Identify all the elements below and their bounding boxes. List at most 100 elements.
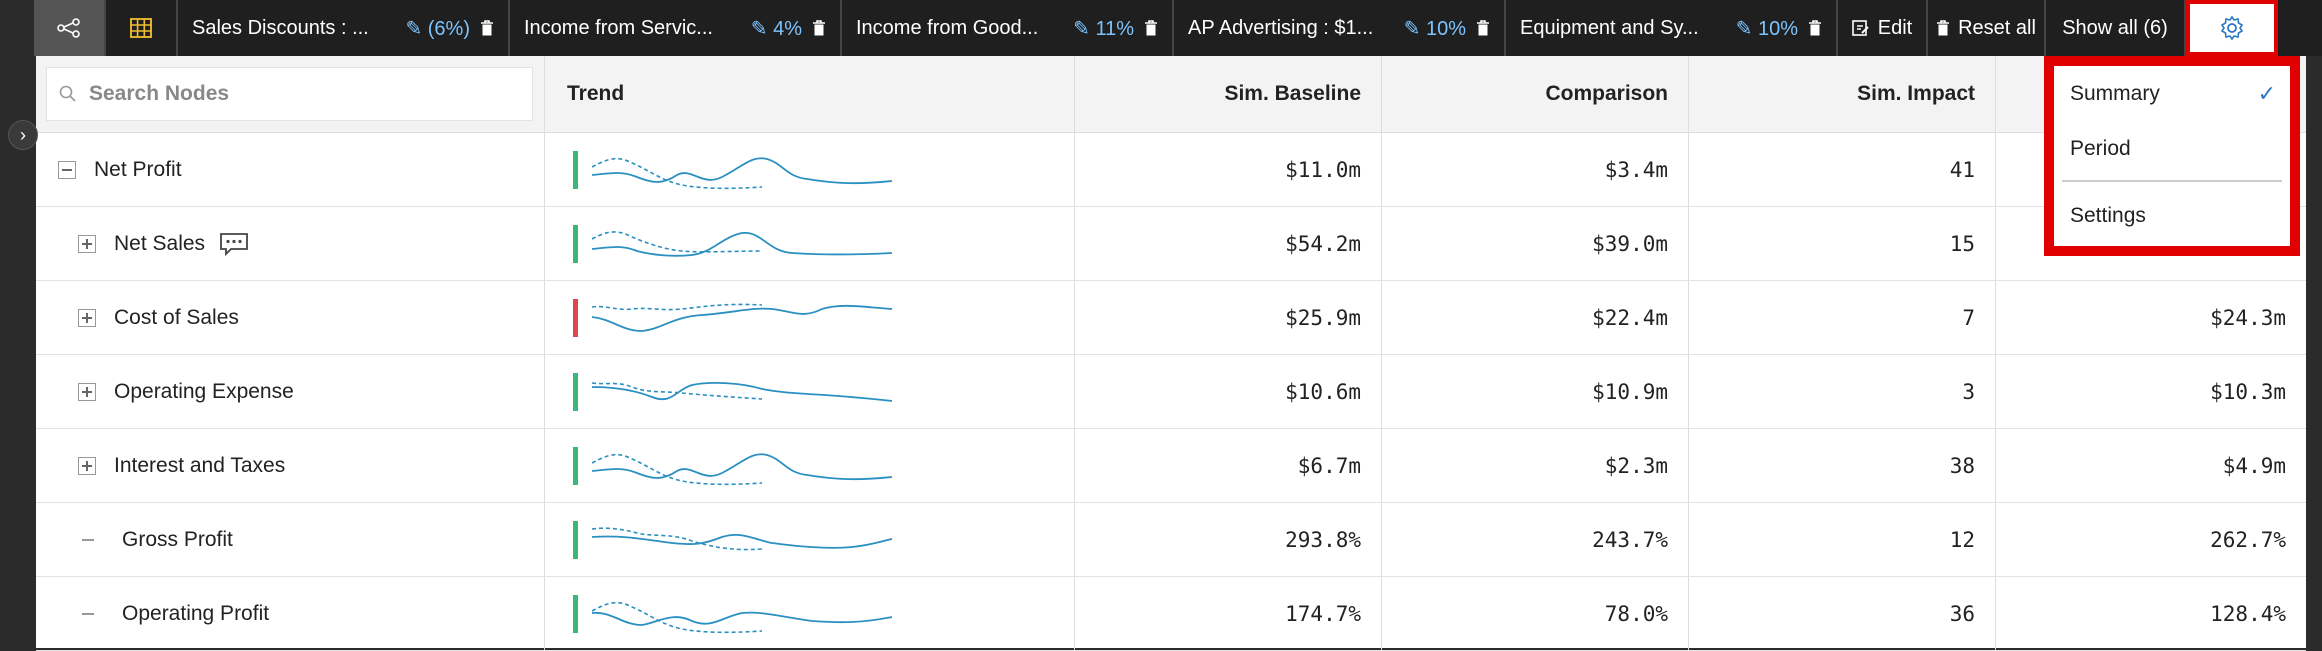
menu-item-settings-label: Settings: [2070, 203, 2146, 227]
trend-cell: [545, 429, 1075, 502]
table-row[interactable]: Net Sales $54.2m $39.0m 15: [36, 207, 2306, 281]
extra-value: $10.3m: [2210, 379, 2286, 404]
search-input[interactable]: Search Nodes: [46, 67, 533, 121]
baseline-value: $54.2m: [1075, 207, 1382, 280]
graph-view-button[interactable]: [34, 0, 106, 56]
extra-value: 128.4%: [2210, 601, 2286, 626]
scenario-chip[interactable]: Equipment and Sy... ✎ 10%: [1506, 0, 1838, 56]
impact-value: 12: [1689, 503, 1996, 576]
search-placeholder: Search Nodes: [89, 82, 230, 105]
search-icon: [59, 85, 76, 102]
left-panel-strip: [0, 0, 34, 648]
sparkline: [592, 156, 893, 189]
menu-item-period[interactable]: Period: [2054, 121, 2290, 176]
scenario-chip[interactable]: Income from Good... ✎ 11%: [842, 0, 1174, 56]
status-indicator: [573, 446, 578, 485]
table-row[interactable]: Cost of Sales $25.9m $22.4m 7 $24.3m: [36, 281, 2306, 355]
edit-button[interactable]: Edit: [1838, 0, 1928, 56]
column-header-trend[interactable]: Trend: [545, 56, 1075, 132]
scenario-chip[interactable]: Income from Servic... ✎ 4%: [510, 0, 842, 56]
sparkline: [592, 230, 893, 257]
node-name-cell: Gross Profit: [36, 503, 545, 576]
trash-icon[interactable]: [1808, 19, 1822, 37]
status-indicator: [573, 150, 578, 189]
node-name: Gross Profit: [122, 527, 233, 551]
trend-cell: [545, 133, 1075, 206]
chip-label: Income from Good...: [856, 16, 1039, 39]
scenario-chip[interactable]: Sales Discounts : ... ✎ (6%): [178, 0, 510, 56]
column-header-baseline[interactable]: Sim. Baseline: [1075, 56, 1382, 132]
sparkline: [592, 381, 893, 402]
gear-icon: [2220, 15, 2244, 41]
chip-label: Income from Servic...: [524, 16, 713, 39]
chip-label: AP Advertising : $1...: [1188, 16, 1374, 39]
reset-all-button[interactable]: Reset all: [1928, 0, 2046, 56]
comparison-value: 78.0%: [1382, 577, 1689, 650]
status-indicator: [573, 224, 578, 263]
sparkline: [592, 526, 893, 550]
status-indicator: [573, 298, 578, 337]
impact-value: 36: [1689, 577, 1996, 650]
column-header-comparison[interactable]: Comparison: [1382, 56, 1689, 132]
pencil-icon: ✎: [750, 17, 768, 40]
baseline-value: $6.7m: [1075, 429, 1382, 502]
chip-percent: ✎ 4%: [750, 17, 802, 40]
trend-cell: [545, 207, 1075, 280]
impact-value: 41: [1689, 133, 1996, 206]
chip-percent: ✎ 10%: [1735, 17, 1798, 40]
menu-item-summary-label: Summary: [2070, 81, 2160, 105]
impact-value: 15: [1689, 207, 1996, 280]
baseline-value: 293.8%: [1075, 503, 1382, 576]
impact-value: 38: [1689, 429, 1996, 502]
menu-item-summary[interactable]: Summary ✓: [2054, 66, 2290, 121]
expand-node-icon[interactable]: [78, 234, 96, 253]
trash-icon[interactable]: [480, 19, 494, 37]
comparison-value: $22.4m: [1382, 281, 1689, 354]
pencil-icon: ✎: [405, 17, 423, 40]
grid-icon: [130, 18, 152, 38]
extra-value: $24.3m: [2210, 305, 2286, 330]
comment-icon[interactable]: [219, 232, 249, 256]
table-row[interactable]: Interest and Taxes $6.7m $2.3m 38 $4.9m: [36, 429, 2306, 503]
node-name: Operating Profit: [122, 601, 270, 625]
chip-label: Equipment and Sy...: [1520, 16, 1699, 39]
node-name-cell: Net Profit: [36, 133, 545, 206]
status-indicator: [573, 520, 578, 559]
table-row[interactable]: Gross Profit 293.8% 243.7% 12 262.7%: [36, 503, 2306, 577]
column-header-impact[interactable]: Sim. Impact: [1689, 56, 1996, 132]
expand-node-icon[interactable]: [78, 382, 96, 401]
table-row[interactable]: Operating Profit 174.7% 78.0% 36 128.4%: [36, 577, 2306, 651]
collapse-node-icon[interactable]: [58, 160, 76, 179]
chip-percent: ✎ (6%): [405, 17, 470, 40]
show-all-button[interactable]: Show all (6): [2046, 0, 2186, 56]
table-view-button[interactable]: [106, 0, 178, 56]
baseline-value: 174.7%: [1075, 577, 1382, 650]
trash-icon[interactable]: [812, 19, 826, 37]
chip-percent: ✎ 10%: [1403, 17, 1466, 40]
leaf-node-icon: [82, 538, 94, 541]
node-name: Net Profit: [94, 157, 182, 181]
settings-gear-button[interactable]: [2186, 0, 2278, 56]
menu-divider: [2062, 180, 2282, 182]
node-name-cell: Interest and Taxes: [36, 429, 545, 502]
expand-node-icon[interactable]: [78, 456, 96, 475]
reset-all-label: Reset all: [1958, 16, 2036, 39]
table-row[interactable]: Operating Expense $10.6m $10.9m 3 $10.3m: [36, 355, 2306, 429]
grid-header: Search Nodes Trend Sim. Baseline Compari…: [36, 56, 2306, 133]
table-row[interactable]: Net Profit $11.0m $3.4m 41: [36, 133, 2306, 207]
menu-item-settings[interactable]: Settings: [2054, 188, 2290, 243]
comparison-value: $3.4m: [1382, 133, 1689, 206]
expand-node-icon[interactable]: [78, 308, 96, 327]
expand-panel-button[interactable]: ›: [8, 120, 38, 150]
scenario-chip[interactable]: AP Advertising : $1... ✎ 10%: [1174, 0, 1506, 56]
status-indicator: [573, 372, 578, 411]
toolbar: Sales Discounts : ... ✎ (6%) Income from…: [34, 0, 2322, 56]
node-name-cell: Operating Expense: [36, 355, 545, 428]
trash-icon[interactable]: [1476, 19, 1490, 37]
chip-label: Sales Discounts : ...: [192, 16, 369, 39]
node-name: Interest and Taxes: [114, 453, 286, 477]
baseline-value: $10.6m: [1075, 355, 1382, 428]
baseline-value: $25.9m: [1075, 281, 1382, 354]
comparison-value: 243.7%: [1382, 503, 1689, 576]
trash-icon[interactable]: [1144, 19, 1158, 37]
